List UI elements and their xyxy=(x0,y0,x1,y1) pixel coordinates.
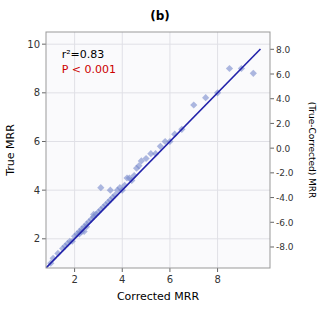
y2-tick xyxy=(270,222,274,223)
x-grid-line xyxy=(169,32,170,268)
chart: 2 4 6 8 2 4 6 8 10 -8.0 -6.0 -4.0 -2.0 0.0 2.0 4.0 6.0 8.… xyxy=(0,0,320,320)
x-tick xyxy=(122,268,123,272)
scatter-point xyxy=(202,94,209,101)
x-tick-label: 8 xyxy=(214,274,220,285)
plot-frame xyxy=(46,32,270,268)
y2-tick-label: 4.0 xyxy=(276,94,291,104)
y-tick-label: 2 xyxy=(34,233,40,244)
y-tick-label: 4 xyxy=(34,185,40,196)
x-tick xyxy=(74,268,75,272)
x-grid-line xyxy=(217,32,218,268)
y2-tick xyxy=(270,74,274,75)
annotation: r²=0.83 xyxy=(62,48,105,61)
y-grid-line xyxy=(46,141,270,142)
x-grid-line xyxy=(122,32,123,268)
scatter-point xyxy=(226,65,233,72)
y-tick-label: 10 xyxy=(27,39,40,50)
y2-axis-label: (True-Corrected) MRR xyxy=(307,102,317,199)
y2-tick xyxy=(270,197,274,198)
annotation: P < 0.001 xyxy=(62,63,116,76)
y-grid-line xyxy=(46,190,270,191)
regression-line xyxy=(46,49,260,268)
y2-tick xyxy=(270,98,274,99)
x-tick-label: 2 xyxy=(71,274,77,285)
y2-tick xyxy=(270,172,274,173)
y-grid-line xyxy=(46,92,270,93)
y2-tick-label: -6.0 xyxy=(276,218,294,228)
plot-area xyxy=(46,32,270,268)
y2-tick xyxy=(270,148,274,149)
x-tick xyxy=(217,268,218,272)
y-tick xyxy=(42,141,46,142)
scatter-point xyxy=(250,70,257,77)
y-axis-label: True MRR xyxy=(4,124,17,177)
y-tick xyxy=(42,92,46,93)
y-grid-line xyxy=(46,238,270,239)
y2-tick-label: 2.0 xyxy=(276,119,291,129)
y-grid-line xyxy=(46,44,270,45)
x-tick-label: 4 xyxy=(119,274,125,285)
y-tick-label: 6 xyxy=(34,136,40,147)
scatter-point xyxy=(190,101,197,108)
y2-tick-label: 0.0 xyxy=(276,144,291,154)
scatter-point xyxy=(97,184,104,191)
y2-tick-label: -2.0 xyxy=(276,168,294,178)
y2-tick-label: -4.0 xyxy=(276,193,294,203)
y2-tick xyxy=(270,49,274,50)
axes: 2 4 6 8 2 4 6 8 10 -8.0 -6.0 -4.0 -2.0 0.0 2.0 4.0 6.0 8.… xyxy=(27,39,294,285)
y2-tick xyxy=(270,246,274,247)
y2-tick-label: 6.0 xyxy=(276,70,291,80)
y2-tick-label: 8.0 xyxy=(276,45,291,55)
x-tick-label: 6 xyxy=(167,274,173,285)
y2-tick xyxy=(270,123,274,124)
scatter-point xyxy=(142,155,149,162)
marks xyxy=(46,49,260,268)
title: (b) xyxy=(150,9,170,23)
y-tick-label: 8 xyxy=(34,87,40,98)
x-axis-label: Corrected MRR xyxy=(117,290,200,303)
grid xyxy=(46,32,270,268)
scatter-point xyxy=(107,187,114,194)
y-tick xyxy=(42,44,46,45)
x-tick xyxy=(169,268,170,272)
y2-tick-label: -8.0 xyxy=(276,242,294,252)
y-tick xyxy=(42,238,46,239)
y-tick xyxy=(42,190,46,191)
